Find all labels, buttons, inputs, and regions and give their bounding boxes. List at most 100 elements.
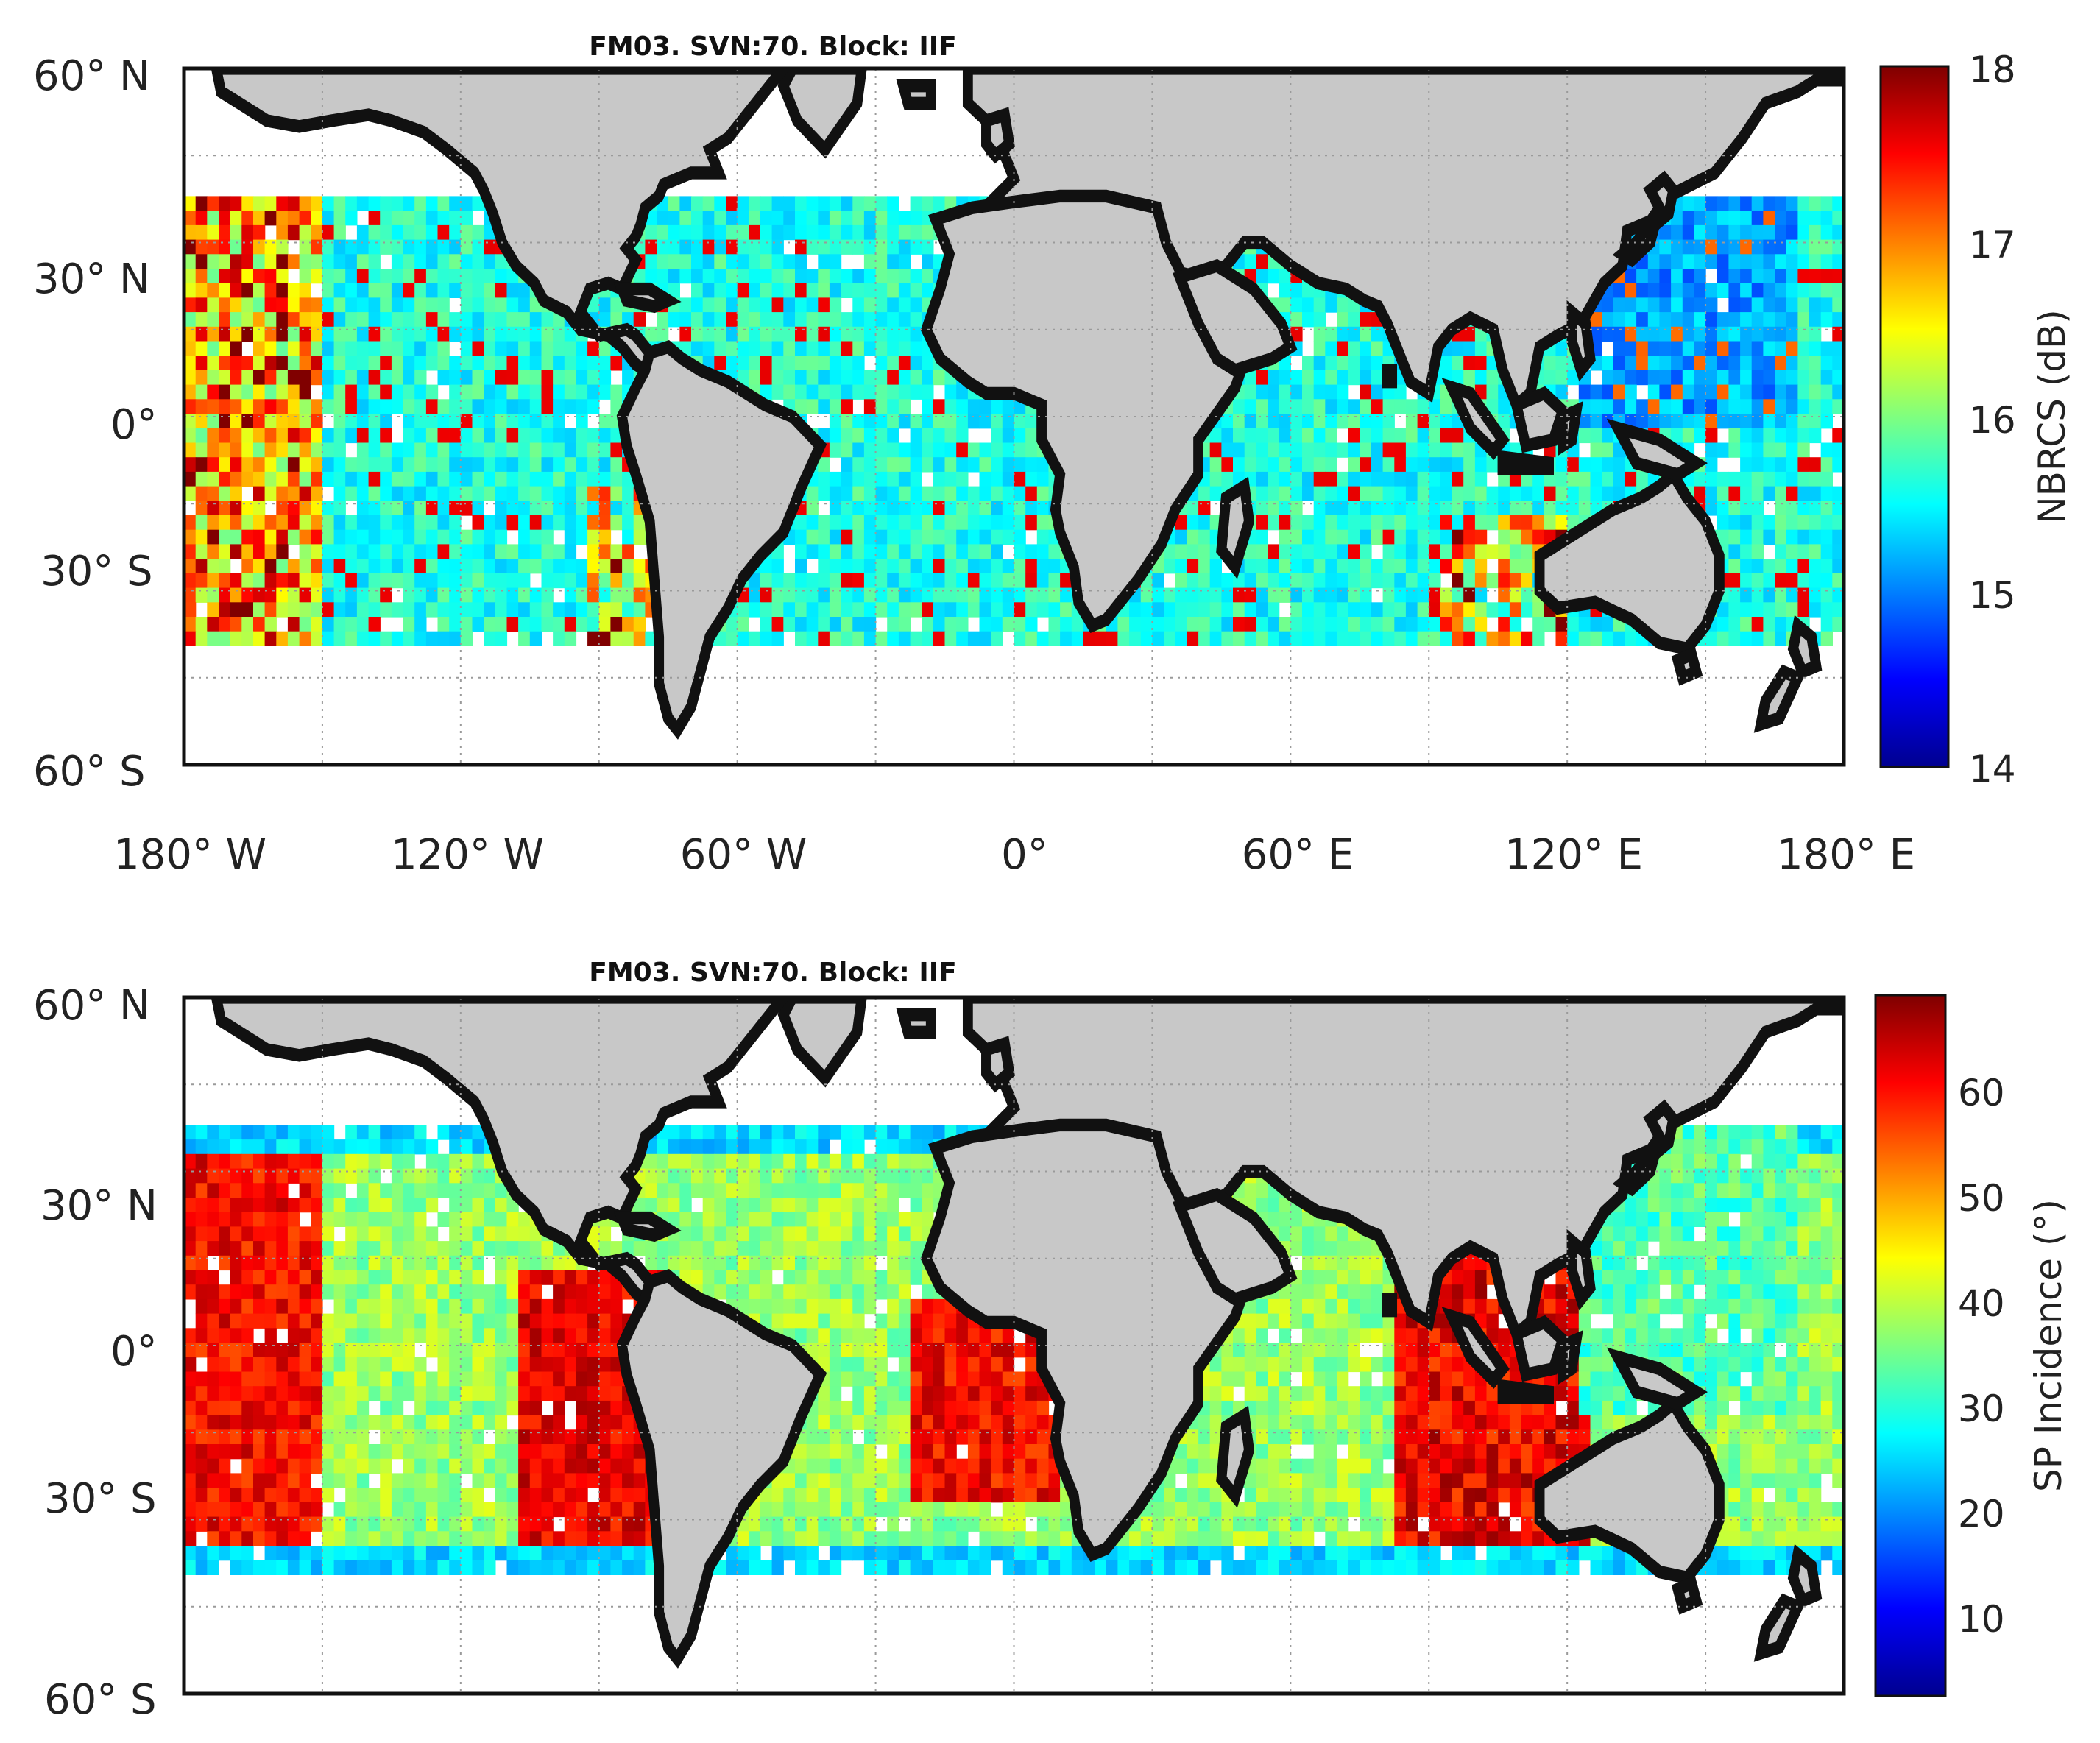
heat-cell (1371, 341, 1384, 356)
heat-cell (1360, 341, 1372, 356)
heat-cell (1337, 326, 1349, 342)
heat-cell (922, 356, 934, 371)
heat-cell (1498, 486, 1510, 501)
heat-cell (1509, 544, 1522, 559)
heat-cell (287, 341, 300, 356)
heat-cell (287, 254, 300, 269)
heat-cell (1590, 631, 1602, 646)
heat-cell (311, 312, 323, 328)
heat-cell (1290, 559, 1303, 574)
heat-cell (345, 544, 358, 559)
heat-cell (702, 224, 715, 241)
heat-cell (1751, 587, 1764, 603)
heat-cell (1325, 529, 1337, 545)
heat-cell (1809, 341, 1822, 356)
heat-cell (910, 312, 922, 328)
heat-cell (1106, 631, 1119, 646)
heat-cell (702, 297, 715, 313)
heat-cell (1325, 414, 1337, 429)
heat-cell (1313, 617, 1326, 632)
heat-cell (1555, 471, 1568, 487)
heat-cell (345, 356, 358, 371)
heat-cell (1337, 529, 1349, 545)
heat-cell (425, 559, 439, 574)
heat-cell (1694, 384, 1706, 400)
heat-cell (933, 457, 946, 473)
heat-cell (1048, 602, 1061, 618)
heat-cell (1820, 254, 1833, 269)
heat-cell (345, 239, 358, 255)
heat-cell (1694, 312, 1706, 328)
heat-cell (991, 399, 1003, 414)
heat-cell (1820, 515, 1833, 531)
heat-cell (1371, 370, 1384, 386)
heat-cell (1775, 283, 1787, 298)
heat-cell (1521, 573, 1533, 589)
heat-cell (1694, 1168, 1706, 1184)
heat-cell (1268, 602, 1280, 618)
heat-cell (219, 573, 231, 589)
heat-cell (1417, 602, 1429, 618)
heat-cell (1290, 544, 1303, 559)
heat-cell (253, 414, 266, 429)
heat-cell (299, 1183, 311, 1198)
heat-cell (195, 573, 208, 589)
heat-cell (898, 442, 911, 458)
heat-cell (898, 486, 911, 501)
heat-cell (472, 370, 484, 386)
heat-cell (1509, 573, 1522, 589)
heat-cell (898, 211, 911, 226)
heat-cell (241, 617, 254, 632)
heat-cell (484, 457, 496, 473)
heat-cell (184, 399, 197, 414)
heat-cell (587, 457, 600, 473)
heat-cell (1763, 515, 1775, 531)
heat-cell (1463, 501, 1476, 516)
heat-cell (253, 399, 266, 414)
heat-cell (506, 414, 519, 429)
heat-cell (1694, 428, 1706, 444)
heat-cell (230, 312, 242, 328)
heat-cell (518, 399, 531, 414)
heat-cell (726, 341, 738, 356)
heat-cell (449, 486, 462, 501)
heat-cell (449, 211, 462, 226)
heat-cell (541, 428, 554, 444)
heat-cell (368, 399, 381, 414)
heat-cell (714, 326, 726, 342)
heat-cell (333, 1139, 346, 1155)
heat-cell (1786, 341, 1798, 356)
heat-cell (818, 457, 830, 473)
heat-cell (783, 196, 796, 211)
heat-cell (184, 587, 197, 603)
heat-cell (598, 370, 612, 386)
heat-cell (1325, 544, 1337, 559)
heat-cell (841, 370, 853, 386)
heat-cell (795, 254, 807, 269)
heat-cell (657, 326, 669, 342)
heat-cell (1405, 631, 1418, 646)
heat-cell (1809, 254, 1822, 269)
heat-cell (657, 211, 669, 226)
heat-cell (276, 631, 289, 646)
heat-cell (1302, 370, 1315, 386)
heat-cell (564, 326, 577, 342)
heat-cell (299, 442, 311, 458)
heat-cell (1636, 297, 1649, 313)
heat-cell (449, 399, 462, 414)
heat-cell (299, 269, 311, 284)
heat-cell (460, 1153, 473, 1170)
heat-cell (449, 602, 462, 618)
heat-cell (1647, 326, 1661, 342)
heat-cell (887, 211, 899, 226)
heat-cell (1763, 370, 1775, 386)
heat-cell (1187, 587, 1199, 603)
heat-cell (368, 211, 381, 226)
heat-cell (1613, 471, 1626, 487)
heat-cell (956, 631, 969, 646)
heat-cell (311, 1125, 323, 1140)
heat-cell (414, 312, 427, 328)
heat-cell (322, 283, 335, 298)
heat-cell (1394, 471, 1407, 487)
heat-cell (1244, 573, 1256, 589)
